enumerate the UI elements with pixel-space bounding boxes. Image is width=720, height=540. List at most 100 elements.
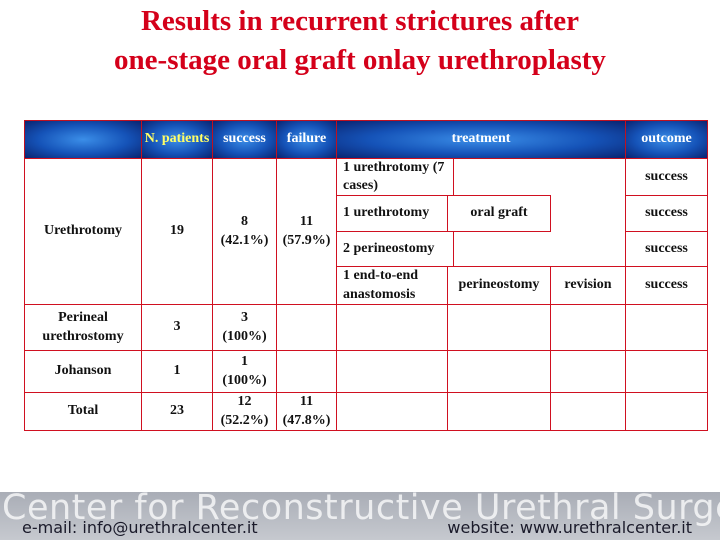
success-cell-part: 12 [237, 394, 252, 410]
failure-cell-text: 11 (47.8%) [283, 393, 331, 429]
outcome-cell-text: success [645, 240, 688, 258]
outcome-cell-text: success [645, 204, 688, 222]
title-line: one-stage oral graft onlay urethroplasty [114, 44, 606, 76]
failure-cell-text: 11 (57.9%) [283, 213, 331, 249]
header-patients: N. patients [141, 120, 213, 159]
empty-cell [625, 392, 708, 431]
treatment-step-part: 1 urethrotomy [343, 205, 430, 221]
empty-cell [336, 392, 448, 431]
footer-email: e-mail: info@urethralcenter.it [22, 518, 258, 537]
treatment-step: revision [550, 266, 626, 305]
treatment-step-part: revision [564, 277, 612, 293]
success-cell: 8 (42.1%) [212, 158, 277, 305]
group-label: Perineal urethrostomy [24, 304, 142, 351]
empty-cell [336, 350, 448, 393]
outcome-cell: success [625, 266, 708, 305]
patients-count-text: 1 [174, 362, 181, 380]
treatment-step-text: 2 perineostomy [343, 240, 434, 258]
outcome-cell-part: success [645, 205, 688, 221]
treatment-step: oral graft [447, 195, 551, 232]
footer-banner: Center for Reconstructive Urethral Surge… [2, 488, 720, 528]
empty-cell [550, 350, 626, 393]
treatment-step-text: 1 urethrotomy (7 cases) [343, 159, 453, 195]
treatment-step-text: oral graft [470, 204, 527, 222]
header-patients-part: N. patients [144, 131, 210, 147]
patients-count-text: 19 [170, 222, 184, 240]
patients-count-part: 23 [170, 403, 184, 419]
group-label-text: Urethrotomy [44, 222, 122, 240]
success-cell: 3 (100%) [212, 304, 277, 351]
treatment-step-text: revision [564, 276, 611, 294]
group-label: Urethrotomy [24, 158, 142, 305]
group-label-text: Johanson [55, 362, 112, 380]
group-label-text: Total [68, 402, 99, 420]
treatment-step-part: 1 urethrotomy (7 cases) [343, 159, 445, 193]
success-cell-text: 3 (100%) [222, 309, 266, 345]
footer-website: website: www.urethralcenter.it [447, 518, 692, 537]
treatment-step: 1 urethrotomy (7 cases) [336, 158, 454, 196]
failure-cell: 11 (47.8%) [276, 392, 337, 431]
treatment-step-text: 1 end-to-end anastomosis [343, 267, 447, 303]
outcome-cell: success [625, 158, 708, 196]
group-label: Johanson [24, 350, 142, 393]
outcome-cell: success [625, 195, 708, 232]
header-blank [24, 120, 142, 159]
group-label-part: Total [67, 403, 99, 419]
patients-count-part: 19 [170, 223, 184, 239]
group-label-part: Johanson [54, 363, 112, 379]
success-cell: 12 (52.2%) [212, 392, 277, 431]
group-label-part: Perineal urethrostomy [42, 310, 124, 344]
header-failure-text: failure [287, 130, 326, 148]
success-cell-part: 8 [240, 214, 248, 230]
header-treatment: treatment [336, 120, 626, 159]
treatment-step: perineostomy [447, 266, 551, 305]
group-label: Total [24, 392, 142, 431]
success-cell: 1 (100%) [212, 350, 277, 393]
failure-cell [276, 304, 337, 351]
empty-cell [550, 392, 626, 431]
header-treatment-part: treatment [451, 131, 511, 147]
success-cell-part: (42.1%) [220, 232, 269, 248]
treatment-step: 1 end-to-end anastomosis [336, 266, 448, 305]
outcome-cell-text: success [645, 168, 688, 186]
success-cell-text: 12 (52.2%) [221, 393, 269, 429]
failure-cell-part: 11 [299, 214, 314, 230]
failure-cell-part: (47.8%) [282, 412, 331, 428]
empty-cell [336, 304, 448, 351]
outcome-cell-text: success [645, 276, 688, 294]
empty-cell [447, 350, 551, 393]
success-cell-text: 8 (42.1%) [221, 213, 269, 249]
success-cell-part: (100%) [222, 372, 267, 388]
treatment-step-text: 1 urethrotomy [343, 204, 429, 222]
footer: Center for Reconstructive Urethral Surge… [0, 488, 720, 540]
failure-cell [276, 350, 337, 393]
empty-cell [625, 304, 708, 351]
header-success: success [212, 120, 277, 159]
header-failure: failure [276, 120, 337, 159]
patients-count-text: 3 [174, 318, 181, 336]
empty-cell [447, 392, 551, 431]
header-patients-text: N. patients [145, 130, 210, 148]
empty-cell [625, 350, 708, 393]
patients-count-part: 3 [173, 319, 181, 335]
header-outcome-part: outcome [641, 131, 692, 147]
success-cell-text: 1 (100%) [222, 353, 266, 389]
success-cell-part: 3 [240, 310, 248, 326]
header-outcome: outcome [625, 120, 708, 159]
failure-cell-part: 11 [299, 394, 314, 410]
treatment-step: 1 urethrotomy [336, 195, 448, 232]
success-cell-part: (100%) [222, 328, 267, 344]
header-treatment-text: treatment [452, 130, 511, 148]
success-cell-part: 1 [240, 354, 248, 370]
patients-count-part: 1 [173, 363, 181, 379]
patients-count: 3 [141, 304, 213, 351]
title-line: Results in recurrent strictures after [140, 5, 580, 37]
failure-cell-part: (57.9%) [282, 232, 331, 248]
empty-cell [447, 304, 551, 351]
treatment-step-part: 2 perineostomy [343, 240, 435, 256]
treatment-step-text: perineostomy [459, 276, 540, 294]
patients-count: 1 [141, 350, 213, 393]
empty-cell [550, 304, 626, 351]
outcome-cell-part: success [645, 277, 688, 293]
